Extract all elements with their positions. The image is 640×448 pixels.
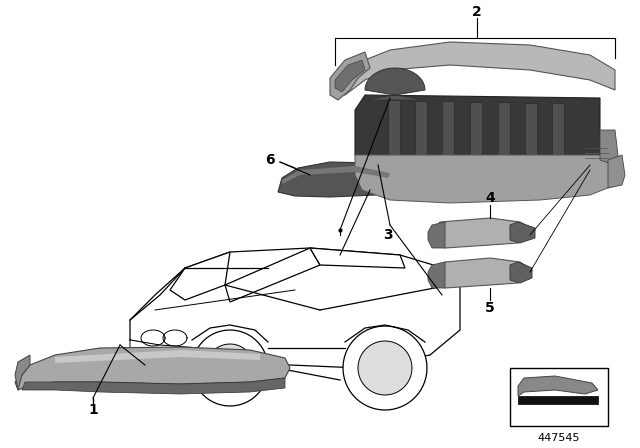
Polygon shape (518, 396, 598, 404)
Polygon shape (498, 102, 510, 174)
Polygon shape (335, 60, 365, 92)
Polygon shape (442, 101, 454, 176)
Polygon shape (355, 155, 615, 203)
Polygon shape (432, 258, 532, 288)
Polygon shape (130, 248, 460, 370)
Polygon shape (206, 344, 254, 392)
Polygon shape (282, 166, 390, 184)
Polygon shape (15, 347, 290, 390)
Polygon shape (278, 162, 395, 197)
Polygon shape (338, 42, 615, 95)
Polygon shape (510, 222, 535, 243)
Text: 3: 3 (383, 228, 393, 242)
Polygon shape (428, 262, 445, 288)
Polygon shape (225, 248, 320, 302)
Text: 6: 6 (265, 153, 275, 167)
Polygon shape (518, 376, 598, 396)
Polygon shape (330, 52, 370, 100)
Bar (510, 368, 608, 426)
Text: 2: 2 (472, 5, 482, 19)
Polygon shape (510, 262, 532, 283)
Polygon shape (15, 355, 30, 390)
Polygon shape (192, 330, 268, 406)
Polygon shape (552, 103, 564, 172)
Polygon shape (343, 326, 427, 410)
Polygon shape (525, 103, 537, 173)
Polygon shape (358, 341, 412, 395)
Polygon shape (415, 100, 427, 177)
Polygon shape (388, 100, 400, 178)
Text: 447545: 447545 (538, 433, 580, 443)
Polygon shape (310, 248, 405, 268)
Text: 4: 4 (485, 191, 495, 205)
Polygon shape (470, 102, 482, 175)
Text: 1: 1 (88, 403, 98, 417)
Polygon shape (600, 130, 618, 165)
Polygon shape (432, 218, 535, 248)
Polygon shape (428, 222, 445, 248)
Polygon shape (608, 155, 625, 188)
Polygon shape (55, 350, 260, 363)
Polygon shape (22, 378, 285, 394)
Polygon shape (170, 252, 230, 300)
Polygon shape (365, 68, 425, 100)
Text: 5: 5 (485, 301, 495, 315)
Polygon shape (355, 95, 600, 188)
Polygon shape (130, 340, 200, 360)
